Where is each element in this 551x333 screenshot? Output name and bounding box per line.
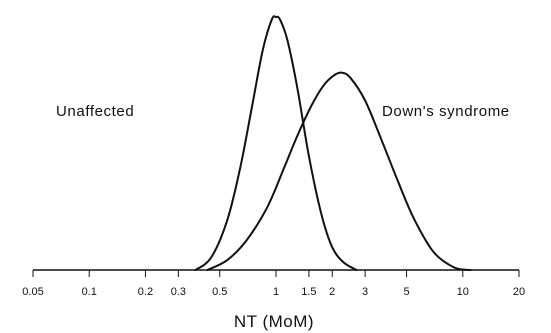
series-label-downs-syndrome: Down's syndrome (382, 103, 510, 120)
x-tick-label-9: 5 (403, 286, 409, 298)
x-tick-label-11: 20 (513, 286, 525, 298)
x-tick-label-1: 0.1 (82, 286, 97, 298)
x-tick-label-3: 0.3 (171, 286, 186, 298)
x-axis-title: NT (MoM) (234, 312, 314, 331)
x-tick-label-0: 0.05 (22, 286, 43, 298)
series-label-unaffected: Unaffected (56, 103, 134, 120)
x-tick-label-7: 2 (329, 286, 335, 298)
x-tick-label-2: 0.2 (138, 286, 153, 298)
x-tick-labels-group: 0.05 0.1 0.2 0.3 0.5 1 1.5 2 3 5 10 20 (22, 286, 525, 298)
x-tick-label-10: 10 (457, 286, 469, 298)
curve-downs-syndrome (206, 71, 472, 271)
x-tick-label-8: 3 (362, 286, 368, 298)
x-tick-label-6: 1.5 (301, 286, 316, 298)
x-ticks-group (32, 270, 520, 277)
curve-unaffected (194, 15, 358, 271)
x-tick-label-5: 1 (273, 286, 279, 298)
curves-group (194, 15, 472, 271)
x-tick-label-4: 0.5 (212, 286, 227, 298)
